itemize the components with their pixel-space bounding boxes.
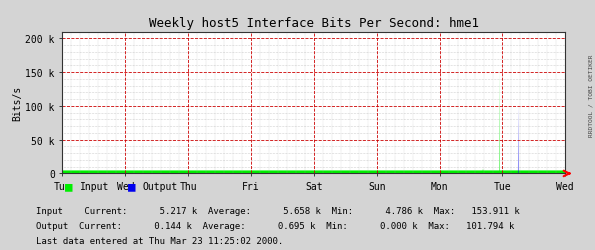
Text: ■: ■ <box>65 180 73 193</box>
Text: Input    Current:      5.217 k  Average:      5.658 k  Min:      4.786 k  Max:  : Input Current: 5.217 k Average: 5.658 k … <box>36 206 519 215</box>
Text: ■: ■ <box>128 180 136 193</box>
Text: Output: Output <box>143 181 178 191</box>
Text: Input: Input <box>80 181 109 191</box>
Text: RRDTOOL / TOBI OETIKER: RRDTOOL / TOBI OETIKER <box>588 54 593 136</box>
Text: Output  Current:      0.144 k  Average:      0.695 k  Min:      0.000 k  Max:   : Output Current: 0.144 k Average: 0.695 k… <box>36 221 514 230</box>
Text: Last data entered at Thu Mar 23 11:25:02 2000.: Last data entered at Thu Mar 23 11:25:02… <box>36 236 283 245</box>
Title: Weekly host5 Interface Bits Per Second: hme1: Weekly host5 Interface Bits Per Second: … <box>149 17 479 30</box>
Y-axis label: Bits/s: Bits/s <box>12 86 23 121</box>
